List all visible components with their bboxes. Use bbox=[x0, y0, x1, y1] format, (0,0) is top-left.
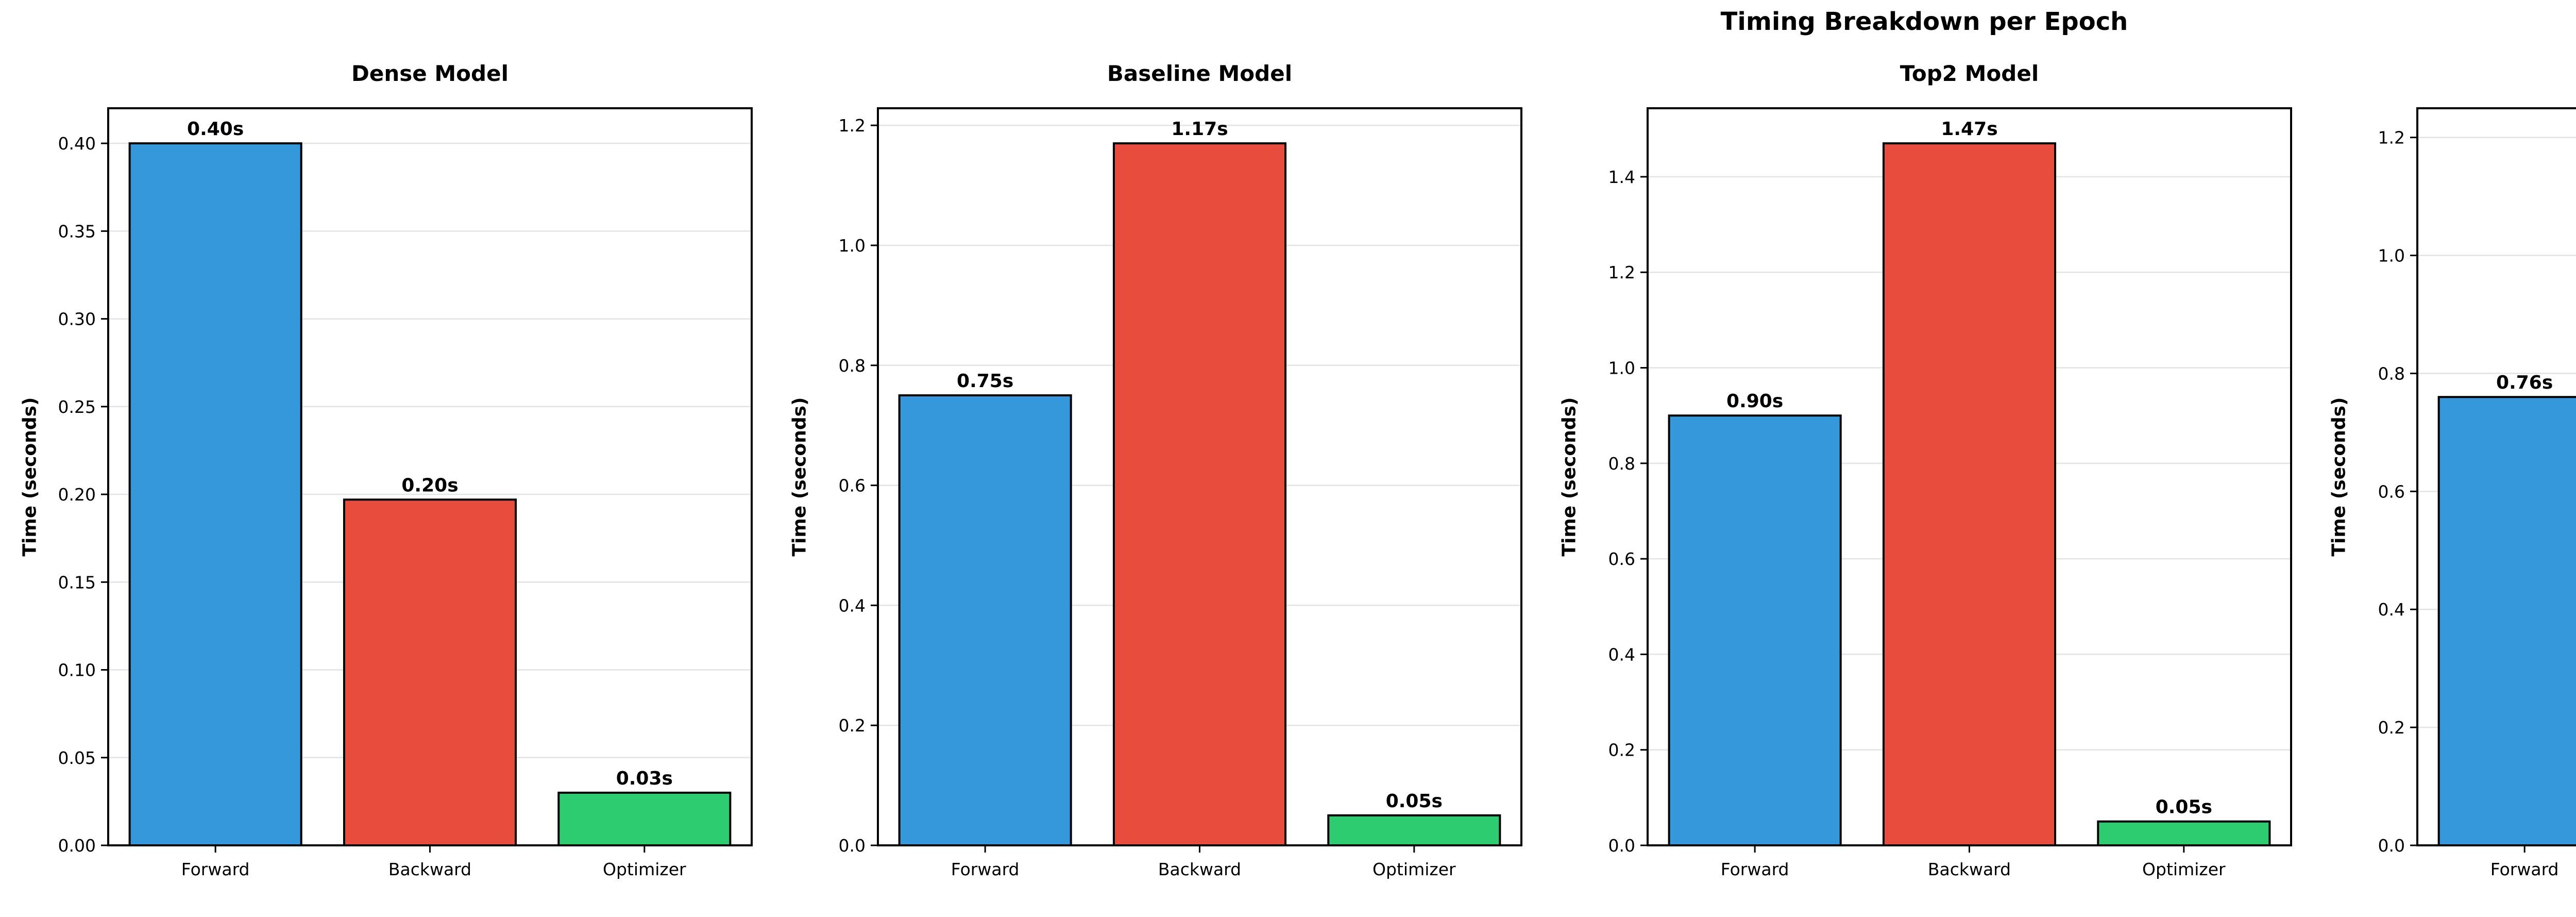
plot-title: Top2 Model bbox=[1900, 61, 2039, 86]
bar-backward bbox=[343, 498, 517, 846]
bar-forward bbox=[2437, 396, 2576, 846]
y-tick-label: 0.6 bbox=[2378, 481, 2405, 502]
y-tick-label: 0.2 bbox=[839, 715, 866, 736]
y-tick-label: 1.4 bbox=[1608, 167, 1635, 187]
plot-title: Baseline Model bbox=[1107, 61, 1293, 86]
y-tick-label: 0.05 bbox=[58, 748, 96, 768]
y-tick-label: 0.0 bbox=[839, 836, 866, 856]
x-tick-label: Forward bbox=[1721, 859, 1789, 879]
y-tick-label: 0.8 bbox=[1608, 454, 1635, 474]
y-tick-label: 0.4 bbox=[1608, 644, 1635, 664]
y-tick-label: 0.0 bbox=[1608, 836, 1635, 856]
y-tick-label: 0.2 bbox=[2378, 718, 2405, 738]
axes-spines bbox=[2416, 107, 2576, 846]
bar-value-label: 0.20s bbox=[401, 475, 458, 496]
y-tick-label: 0.4 bbox=[2378, 599, 2405, 620]
bar-value-label: 0.40s bbox=[187, 119, 244, 140]
plot-canvas: 0.75s Forward 1.17s Backward 0.05s Optimizer 0… bbox=[839, 107, 1522, 879]
y-tick-label: 0.40 bbox=[58, 134, 96, 154]
y-tick-label: 0.25 bbox=[58, 397, 96, 417]
x-tick-label: Backward bbox=[1158, 859, 1241, 879]
y-tick-label: 0.10 bbox=[58, 660, 96, 680]
axes-spines bbox=[107, 107, 753, 846]
bar-value-label: 0.05s bbox=[2156, 797, 2212, 818]
plot-canvas: 0.90s Forward 1.47s Backward 0.05s Optimizer 0… bbox=[1608, 107, 2292, 879]
bar-optimizer bbox=[1327, 814, 1501, 847]
x-tick-label: Forward bbox=[951, 859, 1020, 879]
x-tick-label: Optimizer bbox=[2142, 859, 2226, 879]
y-tick-label: 0.6 bbox=[1608, 549, 1635, 569]
bar-forward bbox=[128, 142, 302, 847]
bar-value-label: 0.05s bbox=[1386, 791, 1443, 812]
bar-value-label: 0.03s bbox=[616, 768, 673, 789]
y-tick-label: 0.30 bbox=[58, 309, 96, 329]
x-tick-label: Forward bbox=[2490, 859, 2559, 879]
bar-value-label: 0.90s bbox=[1726, 391, 1783, 412]
y-tick-label: 1.2 bbox=[2378, 128, 2405, 148]
y-tick-label: 1.2 bbox=[839, 115, 866, 136]
y-tick-label: 0.6 bbox=[839, 476, 866, 496]
bar-forward bbox=[1668, 414, 1842, 846]
x-tick-label: Optimizer bbox=[1372, 859, 1456, 879]
y-tick-label: 1.0 bbox=[1608, 358, 1635, 378]
x-tick-label: Optimizer bbox=[603, 859, 686, 879]
bar-value-label: 0.76s bbox=[2496, 372, 2553, 393]
bar-value-label: 1.47s bbox=[1941, 119, 1997, 140]
figure-suptitle: Timing Breakdown per Epoch bbox=[1720, 7, 2128, 36]
x-tick-label: Backward bbox=[388, 859, 471, 879]
x-tick-label: Backward bbox=[1928, 859, 2011, 879]
bar-forward bbox=[898, 394, 1072, 846]
plot-canvas: 0.40s Forward 0.20s Backward 0.03s Optimizer 0… bbox=[58, 107, 753, 879]
bar-optimizer bbox=[557, 791, 732, 847]
plot-title: Dense Model bbox=[351, 61, 509, 86]
bar-value-label: 0.75s bbox=[957, 371, 1013, 392]
bar-backward bbox=[1882, 142, 2057, 847]
axes-spines bbox=[877, 107, 1522, 846]
subplot-baseline-model: Baseline Model Time (seconds) 0.75s Forwa… bbox=[770, 0, 1539, 917]
plot-canvas: 0.76sForward1.19sBackward0.05sOptimizer0… bbox=[2378, 107, 2576, 879]
y-tick-label: 0.35 bbox=[58, 221, 96, 241]
y-tick-label: 1.0 bbox=[839, 236, 866, 256]
subplot-strong-reg-model: Strong_reg Model Time (seconds) 0.76sFor… bbox=[2309, 0, 2576, 917]
x-tick-label: Forward bbox=[181, 859, 250, 879]
y-tick-label: 0.2 bbox=[1608, 740, 1635, 760]
y-tick-label: 0.00 bbox=[58, 836, 96, 856]
y-tick-label: 0.0 bbox=[2378, 836, 2405, 856]
y-tick-label: 0.4 bbox=[839, 595, 866, 615]
y-tick-label: 0.8 bbox=[2378, 363, 2405, 384]
axes-spines bbox=[1647, 107, 2292, 846]
bar-value-label: 1.17s bbox=[1171, 119, 1228, 140]
y-tick-label: 0.20 bbox=[58, 485, 96, 505]
y-tick-label: 0.8 bbox=[839, 356, 866, 376]
y-tick-label: 1.0 bbox=[2378, 246, 2405, 266]
y-tick-label: 0.15 bbox=[58, 572, 96, 592]
subplot-dense-model: Dense Model Time (seconds) 0.40s Forward 0… bbox=[0, 0, 770, 917]
subplot-top2-model: Top2 Model Time (seconds) 0.90s Forward 1.… bbox=[1539, 0, 2309, 917]
y-tick-label: 1.2 bbox=[1608, 262, 1635, 282]
bar-optimizer bbox=[2097, 820, 2271, 847]
bar-backward bbox=[1112, 142, 1287, 847]
